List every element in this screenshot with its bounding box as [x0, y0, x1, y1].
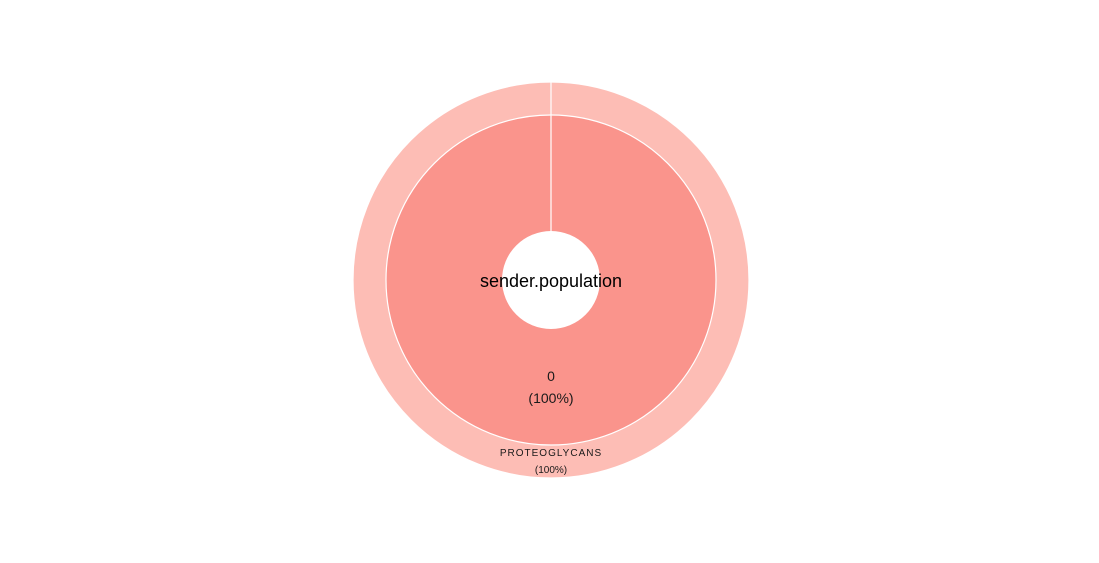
inner-slice-label: 0	[547, 368, 555, 384]
inner-slice-percent: (100%)	[528, 390, 573, 406]
outer-slice-percent: (100%)	[535, 465, 567, 476]
center-hole	[502, 231, 600, 329]
center-label: sender.population	[480, 271, 622, 291]
outer-slice-label: PROTEOGLYCANS	[500, 448, 602, 459]
